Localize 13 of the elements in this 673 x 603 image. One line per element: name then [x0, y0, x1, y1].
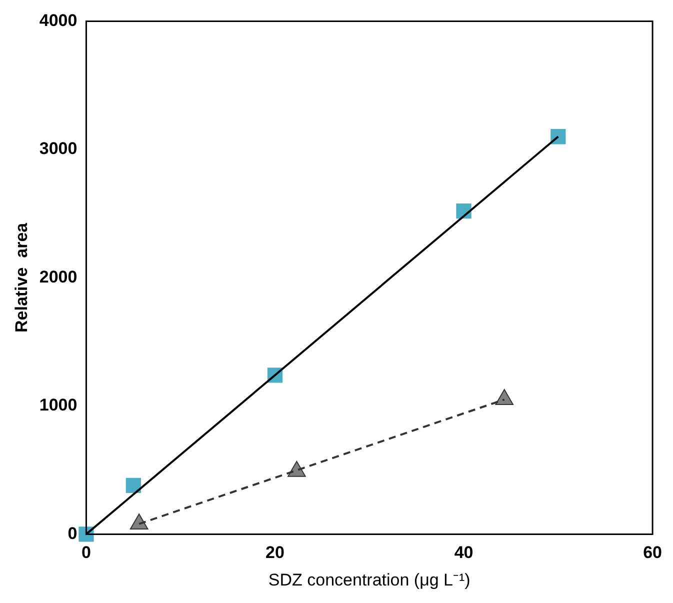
y-tick-label: 3000	[39, 139, 78, 158]
point	[550, 129, 566, 144]
x-tick-label: 40	[454, 543, 474, 562]
x-tick-label: 0	[81, 543, 91, 562]
y-tick-label: 2000	[39, 267, 78, 286]
y-tick-label: 0	[68, 524, 78, 543]
point	[126, 478, 141, 494]
x-tick-label: 20	[266, 543, 284, 562]
x-tick-label: 60	[643, 543, 662, 562]
y-tick-label: 4000	[39, 10, 78, 30]
y-tick-label: 1000	[39, 396, 78, 415]
x-axis-title: SDZ concentration (μg L⁻¹)	[268, 570, 470, 590]
y-axis-title: Relative area	[12, 222, 31, 333]
